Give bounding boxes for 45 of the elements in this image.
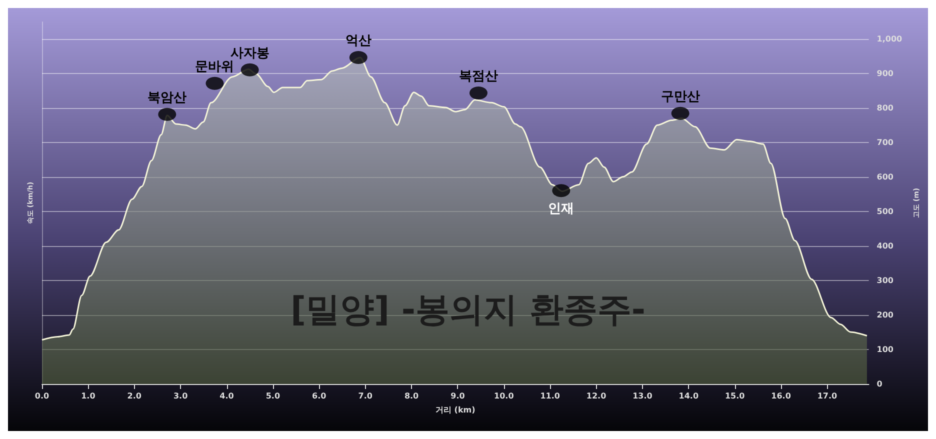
y-tick-label: 700 [876,138,894,148]
annotation: 구만산 [660,89,700,104]
x-tick-label: 16.0 [771,392,792,400]
point [671,106,690,120]
annotation: 북암산 [148,90,187,106]
x-tick-label: 14.0 [678,392,699,400]
y-tick-label: 600 [876,172,894,182]
annotation: 억산 [345,34,372,49]
y-tick-label: 500 [876,207,894,216]
annotation: 사자봉 [230,46,270,61]
x-tick-label: 4.0 [220,392,234,400]
y-tick-label: 100 [876,345,894,354]
x-tick-label: 5.0 [266,392,280,400]
y-tick-label: 0 [876,380,883,388]
x-tick-label: 9.0 [450,392,466,400]
x-tick-label: 13.0 [632,392,653,400]
annotation: 복점산 [458,69,498,84]
annotation: 문바위 [195,59,234,74]
x-tick-label: 8.0 [404,392,420,400]
point [158,108,176,121]
point [206,76,224,90]
y-tick-label: 800 [876,104,894,113]
point [470,86,488,100]
y-tick-label: 300 [876,276,894,286]
point [552,184,570,198]
x-tick-label: 0.0 [34,392,50,400]
x-tick-label: 1.0 [81,392,96,400]
annotation: 인재 [548,202,574,217]
y-tick-label: 1,000 [876,34,903,44]
x-tick-label: 15.0 [724,392,746,400]
x-tick-label: 6.0 [312,392,327,400]
x-tick-label: 3.0 [173,392,188,400]
x-axis-title: 거리 (km) [436,406,476,414]
x-tick-label: 7.0 [358,392,373,400]
x-tick-label: 10.0 [494,392,514,400]
text: [밀양] -봉의지 환종주- [290,290,646,330]
x-tick-label: 12.0 [586,392,607,400]
y-tick-label: 200 [876,310,894,320]
point [349,51,368,64]
point [240,63,259,76]
y-tick-label: 400 [876,242,894,251]
x-tick-label: 2.0 [127,392,142,400]
x-tick-label: 11.0 [540,392,560,400]
x-tick-label: 17.0 [817,392,838,400]
y-tick-label: 900 [876,69,894,78]
